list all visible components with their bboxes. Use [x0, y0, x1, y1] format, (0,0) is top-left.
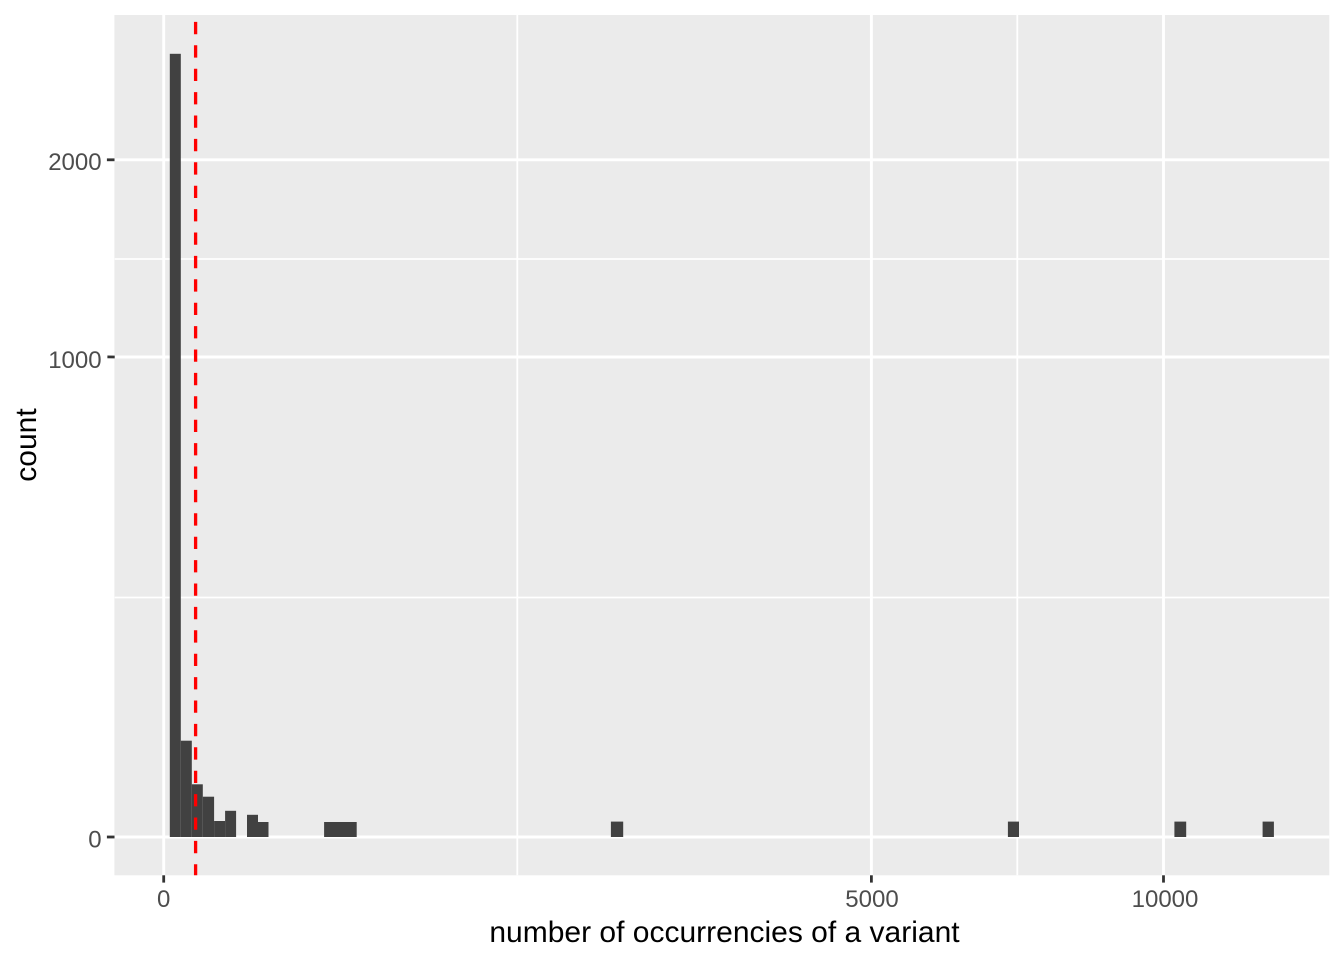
svg-text:1000: 1000 — [48, 347, 101, 374]
svg-text:2000: 2000 — [48, 149, 101, 176]
svg-text:number of occurrencies of a va: number of occurrencies of a variant — [489, 916, 960, 949]
svg-text:count: count — [10, 408, 43, 482]
svg-text:0: 0 — [88, 827, 101, 854]
svg-text:10000: 10000 — [1132, 886, 1199, 913]
svg-text:0: 0 — [157, 886, 170, 913]
svg-text:5000: 5000 — [845, 886, 898, 913]
